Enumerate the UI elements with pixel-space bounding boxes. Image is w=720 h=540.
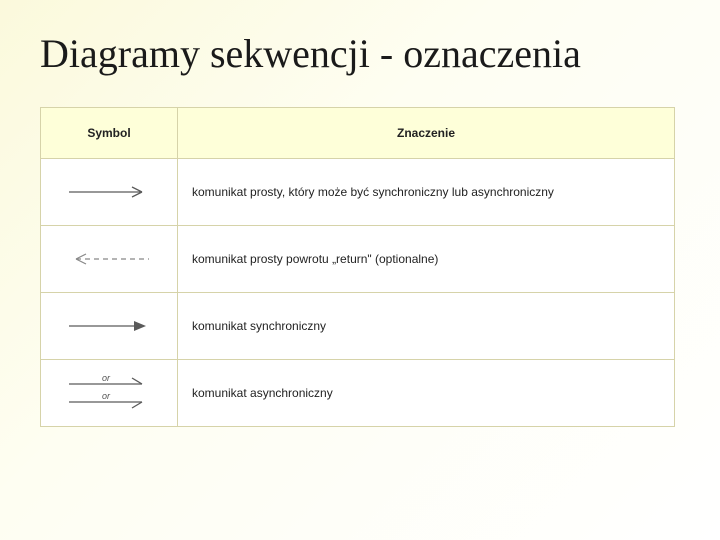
- table-row: or or komunikat asynchroniczny: [41, 360, 675, 427]
- async-message-icon: or or: [64, 373, 154, 413]
- desc-sync-message: komunikat synchroniczny: [178, 293, 675, 360]
- slide-title: Diagramy sekwencji - oznaczenia: [40, 30, 680, 77]
- legend-table: Symbol Znaczenie komunikat prosty, który…: [40, 107, 675, 427]
- desc-simple-message: komunikat prosty, który może być synchro…: [178, 159, 675, 226]
- return-message-icon: [64, 249, 154, 269]
- table-row: komunikat prosty, który może być synchro…: [41, 159, 675, 226]
- table-row: komunikat prosty powrotu „return" (optio…: [41, 226, 675, 293]
- or-label-top: or: [102, 373, 111, 383]
- sync-message-icon: [64, 316, 154, 336]
- desc-return-message: komunikat prosty powrotu „return" (optio…: [178, 226, 675, 293]
- or-label-bottom: or: [102, 391, 111, 401]
- simple-message-icon: [64, 182, 154, 202]
- desc-async-message: komunikat asynchroniczny: [178, 360, 675, 427]
- table-row: komunikat synchroniczny: [41, 293, 675, 360]
- symbol-simple-message: [41, 159, 178, 226]
- symbol-sync-message: [41, 293, 178, 360]
- symbol-return-message: [41, 226, 178, 293]
- col-header-symbol: Symbol: [41, 108, 178, 159]
- col-header-meaning: Znaczenie: [178, 108, 675, 159]
- symbol-async-message: or or: [41, 360, 178, 427]
